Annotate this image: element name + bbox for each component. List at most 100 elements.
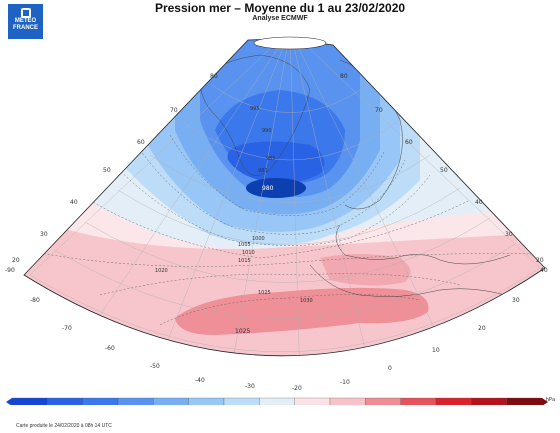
logo-line1: MÉTÉO <box>14 18 37 24</box>
isobar-label: 985 <box>266 156 276 162</box>
latitude-label: 60 <box>137 139 145 146</box>
isobar-1010 <box>109 159 431 246</box>
longitude-label: -70 <box>62 325 72 332</box>
legend-swatch <box>11 397 48 405</box>
isobar-1030 <box>159 294 421 326</box>
isobar-1005 <box>139 149 406 235</box>
isobar-label: 1005 <box>238 242 251 248</box>
map-title: Pression mer – Moyenne du 1 au 23/02/202… <box>154 1 406 15</box>
longitude-label: -40 <box>195 377 205 384</box>
latitude-label: 50 <box>103 167 111 174</box>
isobar-label: 980 <box>258 168 268 174</box>
meridian-w30 <box>229 39 291 356</box>
longitude-label: -20 <box>292 385 302 392</box>
latitude-label: 50 <box>440 167 448 174</box>
legend-swatch <box>188 397 225 405</box>
parallel-40 <box>84 217 491 283</box>
latitude-label: 20 <box>12 257 20 264</box>
latitude-label: 40 <box>70 199 78 206</box>
longitude-label: 30 <box>512 297 520 304</box>
parallel-70 <box>179 119 401 161</box>
meridian-w50 <box>159 39 291 356</box>
latitude-label: 80 <box>340 73 348 80</box>
latitude-label: 60 <box>405 139 413 146</box>
color-legend <box>6 397 548 405</box>
legend-swatch <box>471 397 507 405</box>
isobar-label: 1015 <box>238 258 251 264</box>
legend-unit: hPa <box>546 397 555 403</box>
legend-swatch <box>223 397 260 405</box>
isobar-1015 <box>59 179 471 259</box>
africa-coast <box>309 264 521 301</box>
meridian-w10 <box>289 39 301 356</box>
legend-max-arrow <box>542 398 548 405</box>
longitude-label: -90 <box>5 267 15 274</box>
latitude-label: 40 <box>475 199 483 206</box>
map-subtitle: Analyse ECMWF <box>252 15 308 22</box>
isobar-label: 990 <box>262 128 272 134</box>
logo-line2: FRANCE <box>13 25 38 31</box>
latitude-label: 70 <box>170 107 178 114</box>
longitude-label: -30 <box>245 383 255 390</box>
longitude-label: -50 <box>150 363 160 370</box>
legend-swatch <box>294 397 331 405</box>
latitude-label: 80 <box>210 73 218 80</box>
europe-coast <box>335 224 511 265</box>
isobar-label: 1000 <box>252 236 265 242</box>
longitude-label: 40 <box>540 267 548 274</box>
pole-cap <box>253 36 327 50</box>
isobar-label: 1020 <box>155 268 168 274</box>
meteo-france-logo-icon <box>20 8 31 18</box>
meridian-w90 <box>29 39 291 276</box>
legend-swatch <box>329 397 366 405</box>
meridian-e40 <box>289 39 541 269</box>
high-center-label: 1025 <box>235 328 250 335</box>
legend-swatch <box>47 397 83 405</box>
latitude-label: 30 <box>505 231 513 238</box>
legend-swatch <box>117 397 154 405</box>
legend-swatch <box>365 397 401 405</box>
isobar-label: 995 <box>250 106 260 112</box>
isobar-label: 1025 <box>258 290 271 296</box>
latitude-labels-right: 80 70 60 50 40 30 20 <box>340 73 544 264</box>
high-1030 <box>175 287 429 335</box>
longitude-label: 0 <box>388 365 392 372</box>
latitude-label: 70 <box>375 107 383 114</box>
latitude-label: 30 <box>40 231 48 238</box>
legend-swatch <box>400 397 437 405</box>
isobar-label: 1010 <box>242 250 255 256</box>
latitude-label: 20 <box>536 257 544 264</box>
graticule <box>29 39 541 356</box>
isobar-label: 1030 <box>300 298 313 304</box>
legend-swatch <box>259 397 295 405</box>
legend-swatch <box>153 397 189 405</box>
isobars <box>24 134 545 326</box>
meridian-e30 <box>289 39 441 341</box>
longitude-label: 20 <box>478 325 486 332</box>
low-center-label: 980 <box>262 185 274 192</box>
meteo-france-logo: MÉTÉO FRANCE <box>8 4 43 39</box>
isobar-1020 <box>24 249 545 267</box>
legend-swatch <box>82 397 119 405</box>
longitude-label: -60 <box>105 345 115 352</box>
longitude-label: -10 <box>340 379 350 386</box>
low-980 <box>246 178 306 198</box>
isobar-1025 <box>99 273 461 296</box>
legend-min-arrow <box>6 398 12 405</box>
legend-swatch <box>435 397 472 405</box>
meridian-e10 <box>289 39 371 356</box>
meridian-w70 <box>89 39 291 331</box>
pressure-map: 80 70 60 50 40 30 20 80 70 60 50 40 30 20 -90 -80 -70 -… <box>5 36 548 405</box>
parallel-80 <box>211 84 369 113</box>
greenland-coast <box>199 54 311 176</box>
latitude-labels-left: 80 70 60 50 40 30 20 <box>12 73 218 264</box>
production-credit: Carte produite le 24/02/2020 à 08h 14 UT… <box>16 423 112 429</box>
parallel-30 <box>54 243 516 319</box>
longitude-label: 10 <box>432 347 440 354</box>
legend-swatch <box>506 397 543 405</box>
parallel-60 <box>149 154 431 203</box>
band-1025 <box>24 215 545 300</box>
longitude-label: -80 <box>30 297 40 304</box>
